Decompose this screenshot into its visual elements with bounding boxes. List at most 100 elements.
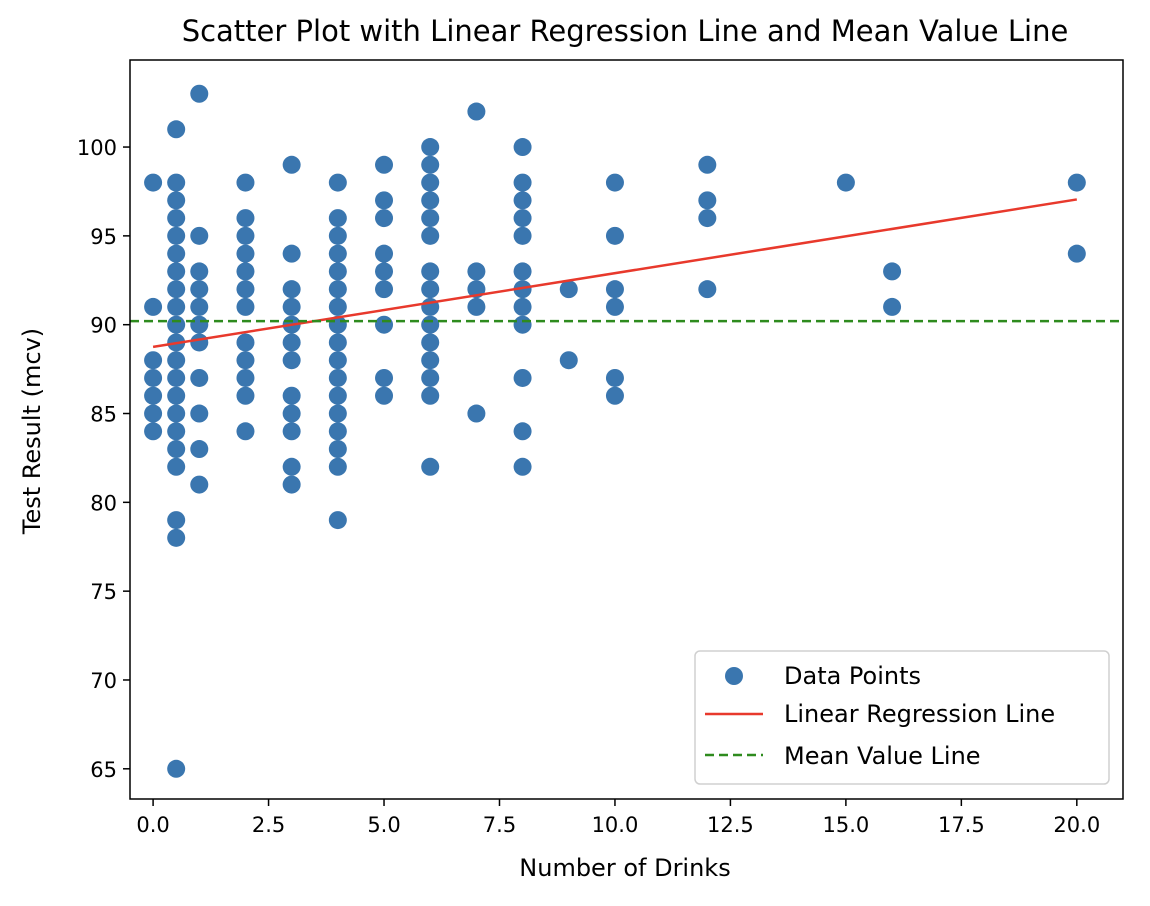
data-point: [328, 386, 347, 405]
data-point: [144, 173, 163, 192]
data-point: [513, 173, 532, 192]
data-point: [167, 280, 186, 299]
data-point: [236, 386, 255, 405]
data-point: [282, 280, 301, 299]
x-tick-label: 12.5: [707, 813, 754, 837]
data-point: [236, 422, 255, 441]
data-point: [167, 528, 186, 547]
data-point: [328, 422, 347, 441]
x-tick-label: 20.0: [1053, 813, 1100, 837]
data-point: [421, 262, 440, 281]
data-point: [282, 404, 301, 423]
data-point: [282, 351, 301, 370]
data-point: [190, 297, 209, 316]
data-point: [236, 333, 255, 352]
axes-frame: [129, 59, 1124, 800]
data-point: [421, 315, 440, 334]
x-tick-label: 17.5: [938, 813, 985, 837]
data-point: [282, 297, 301, 316]
data-point: [513, 368, 532, 387]
data-point: [167, 511, 186, 530]
data-point: [282, 475, 301, 494]
data-point: [167, 368, 186, 387]
data-point: [698, 280, 717, 299]
data-point: [282, 155, 301, 174]
data-point: [698, 155, 717, 174]
regression-line: [152, 198, 1078, 349]
x-tick-label: 5.0: [367, 813, 400, 837]
data-point: [513, 422, 532, 441]
y-tick-label: 65: [90, 758, 117, 782]
data-point: [328, 351, 347, 370]
data-point: [1067, 173, 1086, 192]
data-point: [375, 209, 394, 228]
data-point: [167, 120, 186, 139]
data-point: [421, 280, 440, 299]
data-point: [167, 226, 186, 245]
legend-label-data-points: Data Points: [784, 662, 921, 690]
data-point: [421, 209, 440, 228]
data-point: [375, 368, 394, 387]
data-point: [421, 457, 440, 476]
data-point: [328, 511, 347, 530]
data-point: [513, 457, 532, 476]
data-point: [328, 173, 347, 192]
data-point: [883, 297, 902, 316]
x-tick-label: 15.0: [823, 813, 870, 837]
data-point: [328, 404, 347, 423]
data-point: [190, 280, 209, 299]
data-point: [282, 386, 301, 405]
chart-title: Scatter Plot with Linear Regression Line…: [182, 14, 1069, 48]
data-point: [421, 386, 440, 405]
data-point: [282, 333, 301, 352]
data-point: [190, 262, 209, 281]
data-point: [421, 333, 440, 352]
data-point: [698, 191, 717, 210]
data-point: [236, 351, 255, 370]
x-axis: 0.0 2.5 5.0 7.5 10.0 12.5 15.0 17.5 20.0: [136, 799, 1100, 837]
data-point: [236, 280, 255, 299]
data-point: [282, 244, 301, 263]
data-point: [698, 209, 717, 228]
x-tick-label: 2.5: [252, 813, 285, 837]
y-tick-label: 80: [90, 491, 117, 515]
y-axis: 65 70 75 80 85 90 95 100: [77, 136, 130, 782]
data-point: [421, 226, 440, 245]
legend-label-regression: Linear Regression Line: [784, 700, 1055, 728]
data-point: [328, 262, 347, 281]
data-point: [421, 351, 440, 370]
data-point: [167, 759, 186, 778]
data-point: [328, 440, 347, 459]
data-point: [559, 280, 578, 299]
data-point: [167, 209, 186, 228]
data-point: [836, 173, 855, 192]
data-point: [236, 368, 255, 387]
data-point: [167, 191, 186, 210]
data-point: [144, 386, 163, 405]
data-point: [236, 226, 255, 245]
data-point: [282, 422, 301, 441]
y-tick-label: 85: [90, 403, 117, 427]
y-tick-label: 95: [90, 225, 117, 249]
y-axis-label: Test Result (mcv): [18, 328, 46, 535]
data-point: [282, 457, 301, 476]
data-point: [236, 173, 255, 192]
data-point: [236, 209, 255, 228]
data-point: [513, 262, 532, 281]
data-point: [190, 315, 209, 334]
data-point: [421, 173, 440, 192]
data-point: [605, 280, 624, 299]
data-point: [328, 209, 347, 228]
legend: Data Points Linear Regression Line Mean …: [694, 650, 1110, 785]
legend-box: [694, 650, 1110, 785]
data-point: [167, 315, 186, 334]
data-point: [328, 280, 347, 299]
data-point: [513, 297, 532, 316]
data-point: [375, 191, 394, 210]
data-point: [167, 351, 186, 370]
data-point: [513, 315, 532, 334]
data-point: [144, 422, 163, 441]
data-point: [883, 262, 902, 281]
data-point: [236, 262, 255, 281]
